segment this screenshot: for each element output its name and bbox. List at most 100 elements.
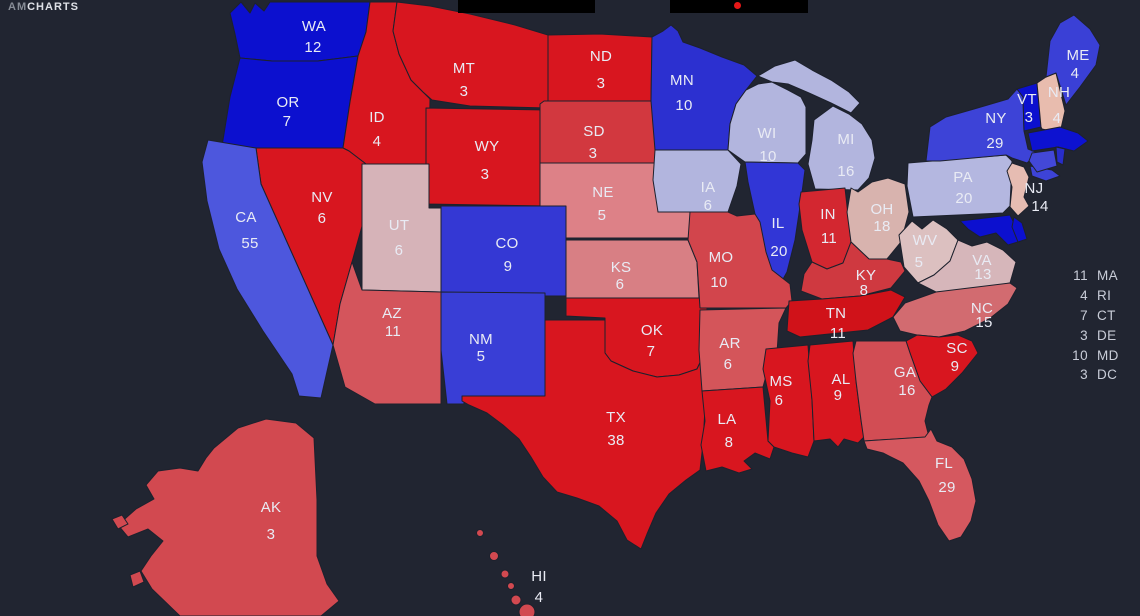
votes-tn: 11 — [830, 325, 846, 342]
votes-wi: 10 — [759, 148, 776, 165]
state-washington[interactable] — [229, 1, 371, 62]
state-new-mexico[interactable] — [440, 291, 546, 405]
label-il: IL — [771, 215, 784, 232]
label-al: AL — [832, 371, 851, 388]
label-nm: NM — [469, 331, 493, 348]
state-delaware[interactable] — [1011, 216, 1028, 243]
amcharts-logo-charts: CHARTS — [27, 1, 79, 13]
votes-nv: 6 — [318, 210, 327, 227]
state-iowa[interactable] — [652, 149, 742, 213]
state-mississippi[interactable] — [762, 344, 815, 458]
votes-mo: 10 — [710, 274, 727, 291]
votes-me: 4 — [1071, 65, 1080, 82]
votes-wv: 5 — [915, 254, 924, 271]
state-wyoming[interactable] — [425, 107, 549, 207]
votes-ak: 3 — [267, 526, 276, 543]
label-ak: AK — [261, 499, 282, 516]
votes-mi: 16 — [837, 163, 854, 180]
votes-il: 20 — [770, 243, 787, 260]
votes-nh: 4 — [1053, 110, 1062, 127]
label-oh: OH — [870, 201, 893, 218]
state-maine[interactable] — [1045, 14, 1101, 106]
label-az: AZ — [382, 305, 402, 322]
label-mt: MT — [453, 60, 475, 77]
label-nh: NH — [1048, 84, 1070, 101]
votes-az: 11 — [385, 323, 401, 340]
state-georgia[interactable] — [852, 340, 933, 442]
votes-nj: 14 — [1031, 198, 1048, 215]
state-texas[interactable] — [461, 319, 708, 550]
state-florida[interactable] — [863, 428, 977, 542]
votes-nc: 15 — [975, 314, 992, 331]
label-ok: OK — [641, 322, 663, 339]
votes-wa: 12 — [304, 39, 321, 56]
label-hi: HI — [531, 568, 547, 585]
state-ohio[interactable] — [846, 177, 910, 260]
state-kentucky[interactable] — [800, 241, 906, 300]
state-pennsylvania[interactable] — [906, 154, 1013, 218]
label-me: ME — [1066, 47, 1089, 64]
votes-hi: 4 — [535, 589, 544, 606]
votes-la: 8 — [725, 434, 734, 451]
votes-al: 9 — [834, 387, 843, 404]
votes-ar: 6 — [724, 356, 733, 373]
state-hawaii[interactable] — [476, 529, 536, 616]
label-pa: PA — [953, 169, 973, 186]
state-north-carolina[interactable] — [892, 282, 1018, 338]
votes-sc: 9 — [951, 358, 960, 375]
votes-fl: 29 — [938, 479, 955, 496]
votes-ok: 7 — [647, 343, 656, 360]
state-connecticut[interactable] — [1028, 149, 1058, 173]
votes-ne: 5 — [598, 207, 607, 224]
label-vt: VT — [1017, 91, 1037, 108]
label-sc: SC — [946, 340, 967, 357]
label-nc: NC — [971, 300, 993, 317]
list-item-ri: 4 RI — [1080, 288, 1112, 304]
label-co: CO — [495, 235, 518, 252]
label-wa: WA — [302, 18, 326, 35]
legend-button-left[interactable] — [458, 0, 595, 13]
legend-button-right[interactable] — [670, 0, 808, 13]
votes-mt: 3 — [460, 83, 469, 100]
label-nj: NJ — [1025, 180, 1044, 197]
state-rhode-island[interactable] — [1055, 146, 1066, 166]
state-louisiana[interactable] — [700, 386, 775, 474]
state-tennessee[interactable] — [786, 289, 906, 338]
list-item-ct: 7 CT — [1080, 307, 1116, 323]
label-ms: MS — [769, 373, 792, 390]
small-states-list: 11 MA 4 RI 7 CT 3 DE 10 MD 3 DC — [1050, 266, 1131, 385]
label-ky: KY — [856, 267, 877, 284]
state-montana[interactable] — [392, 1, 549, 109]
label-va: VA — [972, 252, 992, 269]
label-tx: TX — [606, 409, 626, 426]
label-ar: AR — [719, 335, 740, 352]
state-kansas[interactable] — [565, 239, 700, 299]
label-sd: SD — [583, 123, 604, 140]
state-new-jersey[interactable] — [1006, 162, 1030, 217]
label-ut: UT — [389, 217, 410, 234]
label-la: LA — [718, 411, 737, 428]
amcharts-logo[interactable]: AMCHARTS — [8, 1, 79, 13]
votes-id: 4 — [373, 133, 382, 150]
votes-va: 13 — [974, 266, 991, 283]
state-maryland[interactable] — [959, 214, 1022, 246]
votes-ga: 16 — [898, 382, 915, 399]
label-wi: WI — [758, 125, 777, 142]
label-or: OR — [276, 94, 299, 111]
votes-ny: 29 — [986, 135, 1003, 152]
state-indiana[interactable] — [798, 187, 852, 270]
votes-mn: 10 — [675, 97, 692, 114]
votes-pa: 20 — [955, 190, 972, 207]
legend-bullet-red — [734, 2, 741, 9]
votes-ut: 6 — [395, 242, 404, 259]
state-missouri[interactable] — [687, 211, 793, 309]
votes-vt: 3 — [1025, 109, 1034, 126]
votes-or: 7 — [283, 113, 292, 130]
state-massachusetts[interactable] — [1027, 126, 1089, 152]
state-alaska[interactable] — [111, 418, 340, 616]
state-california[interactable] — [201, 139, 334, 399]
state-michigan[interactable] — [757, 59, 876, 191]
state-vermont[interactable] — [1016, 82, 1042, 132]
